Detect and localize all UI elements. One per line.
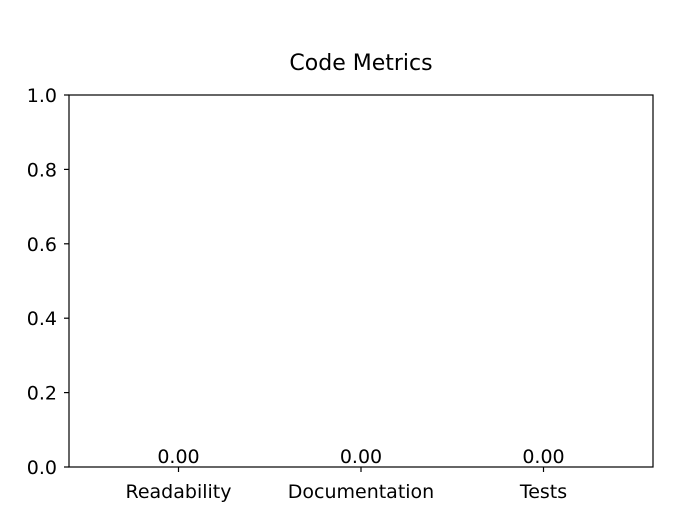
value-labels: 0.00 0.00 0.00 bbox=[157, 446, 564, 468]
x-axis: Readability Documentation Tests bbox=[126, 467, 567, 503]
y-tick-label: 0.8 bbox=[27, 159, 57, 181]
y-tick-label: 0.2 bbox=[27, 383, 57, 405]
y-tick-label: 0.6 bbox=[27, 234, 57, 256]
chart-title: Code Metrics bbox=[289, 51, 432, 76]
y-tick-label: 0.0 bbox=[27, 457, 57, 479]
value-label: 0.00 bbox=[340, 446, 382, 468]
value-label: 0.00 bbox=[157, 446, 199, 468]
x-tick-label: Documentation bbox=[288, 481, 434, 503]
x-tick-label: Readability bbox=[126, 481, 232, 503]
value-label: 0.00 bbox=[522, 446, 564, 468]
x-tick-label: Tests bbox=[519, 481, 567, 503]
y-axis: 0.0 0.2 0.4 0.6 0.8 1.0 bbox=[27, 85, 69, 479]
y-tick-label: 1.0 bbox=[27, 85, 57, 107]
y-tick-label: 0.4 bbox=[27, 308, 57, 330]
